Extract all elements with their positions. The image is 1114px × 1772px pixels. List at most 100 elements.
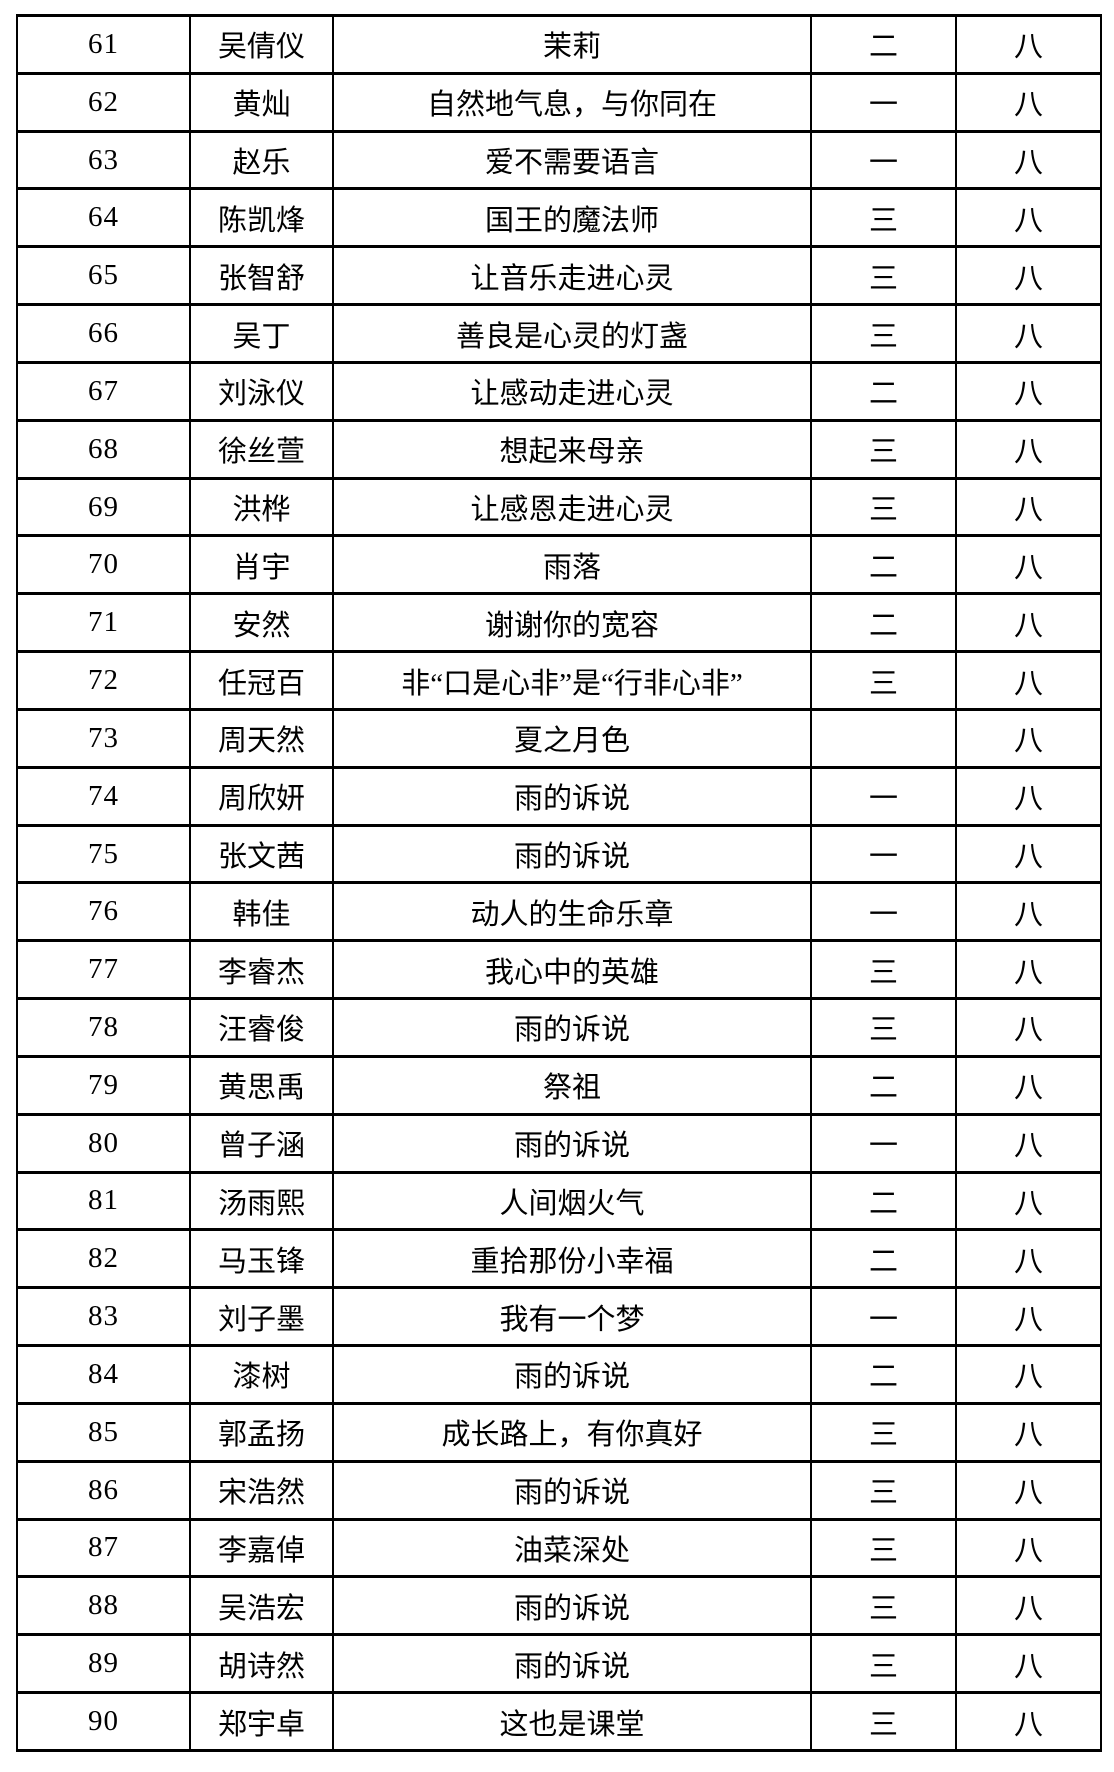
cell-row-number: 61 <box>16 14 191 75</box>
table-row: 80 曾子涵 雨的诉说 一 八 <box>16 1112 1102 1174</box>
cell-grade-number: 八 <box>955 303 1102 364</box>
cell-entry-title: 让感动走进心灵 <box>332 360 812 422</box>
cell-grade-number: 八 <box>955 823 1102 885</box>
cell-class-number: 三 <box>810 997 957 1058</box>
cell-grade-number: 八 <box>955 360 1102 422</box>
cell-class-number: 一 <box>810 71 957 133</box>
cell-student-name: 周欣妍 <box>189 765 334 827</box>
cell-student-name: 李睿杰 <box>189 939 334 1001</box>
table-body: 61 吴倩仪 茉莉 二 八 62 黄灿 自然地气息，与你同在 一 八 63 赵乐… <box>16 14 1102 1752</box>
cell-grade-number: 八 <box>955 1459 1102 1521</box>
cell-entry-title: 让感恩走进心灵 <box>332 476 812 538</box>
cell-student-name: 刘子墨 <box>189 1286 334 1348</box>
table-row: 72 任冠百 非“口是心非”是“行非心非” 三 八 <box>16 650 1102 711</box>
cell-entry-title: 祭祖 <box>332 1054 812 1116</box>
cell-student-name: 安然 <box>189 592 334 654</box>
cell-entry-title: 雨的诉说 <box>332 1112 812 1174</box>
cell-grade-number: 八 <box>955 71 1102 133</box>
cell-entry-title: 雨的诉说 <box>332 1459 812 1521</box>
cell-row-number: 90 <box>16 1691 191 1752</box>
cell-class-number: 三 <box>810 650 957 711</box>
cell-class-number: 二 <box>810 360 957 422</box>
cell-entry-title: 重拾那份小幸福 <box>332 1228 812 1290</box>
cell-class-number: 二 <box>810 1228 957 1290</box>
cell-grade-number: 八 <box>955 534 1102 596</box>
cell-entry-title: 非“口是心非”是“行非心非” <box>332 650 812 711</box>
table-row: 87 李嘉倬 油菜深处 三 八 <box>16 1517 1102 1579</box>
cell-row-number: 70 <box>16 534 191 596</box>
cell-entry-title: 让音乐走进心灵 <box>332 245 812 307</box>
cell-row-number: 89 <box>16 1633 191 1695</box>
cell-grade-number: 八 <box>955 1575 1102 1637</box>
cell-class-number: 三 <box>810 1691 957 1752</box>
table-row: 71 安然 谢谢你的宽容 二 八 <box>16 592 1102 654</box>
cell-grade-number: 八 <box>955 707 1102 769</box>
cell-entry-title: 雨的诉说 <box>332 997 812 1058</box>
cell-student-name: 吴浩宏 <box>189 1575 334 1637</box>
table-row: 70 肖宇 雨落 二 八 <box>16 534 1102 596</box>
cell-row-number: 72 <box>16 650 191 711</box>
cell-entry-title: 爱不需要语言 <box>332 129 812 191</box>
cell-grade-number: 八 <box>955 1286 1102 1348</box>
cell-entry-title: 雨的诉说 <box>332 1344 812 1405</box>
table-row: 62 黄灿 自然地气息，与你同在 一 八 <box>16 71 1102 133</box>
cell-entry-title: 成长路上，有你真好 <box>332 1401 812 1463</box>
cell-entry-title: 谢谢你的宽容 <box>332 592 812 654</box>
cell-class-number: 三 <box>810 1401 957 1463</box>
cell-grade-number: 八 <box>955 1054 1102 1116</box>
cell-row-number: 71 <box>16 592 191 654</box>
cell-class-number: 一 <box>810 1112 957 1174</box>
cell-student-name: 周天然 <box>189 707 334 769</box>
table-row: 79 黄思禹 祭祖 二 八 <box>16 1054 1102 1116</box>
cell-student-name: 漆树 <box>189 1344 334 1405</box>
cell-row-number: 64 <box>16 187 191 249</box>
cell-class-number: 一 <box>810 129 957 191</box>
table-row: 63 赵乐 爱不需要语言 一 八 <box>16 129 1102 191</box>
cell-row-number: 68 <box>16 418 191 480</box>
cell-row-number: 73 <box>16 707 191 769</box>
cell-class-number: 二 <box>810 14 957 75</box>
table-row: 61 吴倩仪 茉莉 二 八 <box>16 14 1102 75</box>
table-row: 66 吴丁 善良是心灵的灯盏 三 八 <box>16 303 1102 364</box>
cell-entry-title: 雨落 <box>332 534 812 596</box>
cell-entry-title: 这也是课堂 <box>332 1691 812 1752</box>
cell-student-name: 曾子涵 <box>189 1112 334 1174</box>
table-row: 78 汪睿俊 雨的诉说 三 八 <box>16 997 1102 1058</box>
cell-grade-number: 八 <box>955 1517 1102 1579</box>
cell-class-number: 三 <box>810 187 957 249</box>
cell-student-name: 赵乐 <box>189 129 334 191</box>
table-row: 84 漆树 雨的诉说 二 八 <box>16 1344 1102 1405</box>
cell-entry-title: 雨的诉说 <box>332 823 812 885</box>
cell-entry-title: 雨的诉说 <box>332 1633 812 1695</box>
table-row: 64 陈凯烽 国王的魔法师 三 八 <box>16 187 1102 249</box>
cell-class-number: 三 <box>810 1575 957 1637</box>
table-row: 82 马玉锋 重拾那份小幸福 二 八 <box>16 1228 1102 1290</box>
table-row: 86 宋浩然 雨的诉说 三 八 <box>16 1459 1102 1521</box>
cell-entry-title: 动人的生命乐章 <box>332 881 812 943</box>
cell-row-number: 87 <box>16 1517 191 1579</box>
cell-grade-number: 八 <box>955 1691 1102 1752</box>
cell-class-number: 二 <box>810 534 957 596</box>
table-row: 75 张文茜 雨的诉说 一 八 <box>16 823 1102 885</box>
cell-row-number: 66 <box>16 303 191 364</box>
cell-student-name: 吴丁 <box>189 303 334 364</box>
table-row: 65 张智舒 让音乐走进心灵 三 八 <box>16 245 1102 307</box>
cell-row-number: 77 <box>16 939 191 1001</box>
cell-row-number: 81 <box>16 1170 191 1232</box>
table-row: 85 郭孟扬 成长路上，有你真好 三 八 <box>16 1401 1102 1463</box>
cell-grade-number: 八 <box>955 592 1102 654</box>
cell-grade-number: 八 <box>955 129 1102 191</box>
cell-entry-title: 国王的魔法师 <box>332 187 812 249</box>
cell-row-number: 88 <box>16 1575 191 1637</box>
cell-entry-title: 我心中的英雄 <box>332 939 812 1001</box>
cell-class-number <box>810 707 957 769</box>
cell-entry-title: 想起来母亲 <box>332 418 812 480</box>
cell-student-name: 汪睿俊 <box>189 997 334 1058</box>
table-row: 67 刘泳仪 让感动走进心灵 二 八 <box>16 360 1102 422</box>
cell-student-name: 陈凯烽 <box>189 187 334 249</box>
cell-class-number: 三 <box>810 1633 957 1695</box>
table-row: 73 周天然 夏之月色 八 <box>16 707 1102 769</box>
cell-row-number: 67 <box>16 360 191 422</box>
cell-row-number: 76 <box>16 881 191 943</box>
student-roster-table: 61 吴倩仪 茉莉 二 八 62 黄灿 自然地气息，与你同在 一 八 63 赵乐… <box>16 14 1102 1752</box>
